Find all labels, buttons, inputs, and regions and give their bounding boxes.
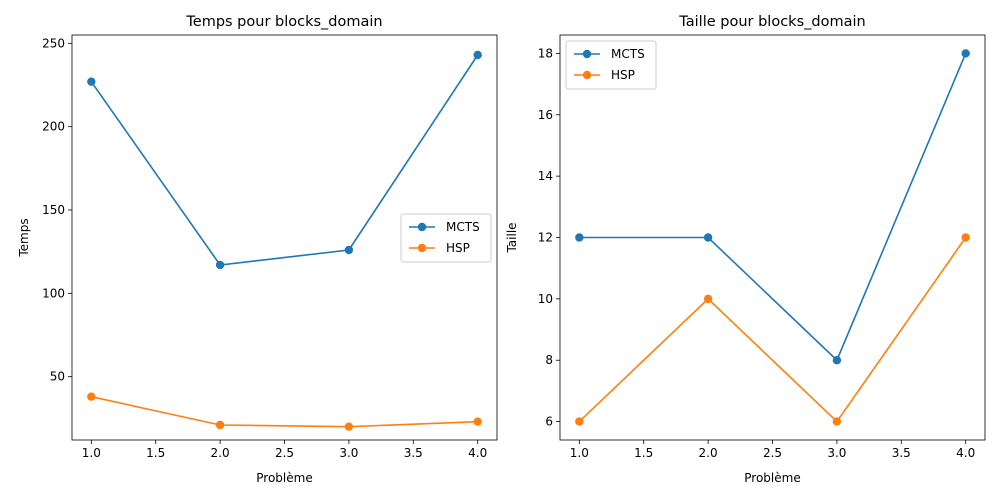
data-point xyxy=(473,417,482,426)
x-tick-label: 3.5 xyxy=(404,446,423,460)
x-tick-label: 3.0 xyxy=(827,446,846,460)
data-point xyxy=(87,392,96,401)
series-line xyxy=(579,53,967,362)
series-line xyxy=(578,237,967,423)
y-tick-label: 18 xyxy=(538,46,553,60)
legend-label: MCTS xyxy=(446,220,480,234)
data-point xyxy=(344,245,354,255)
y-tick-label: 50 xyxy=(50,370,65,384)
series-hsp xyxy=(87,392,482,431)
y-tick-label: 8 xyxy=(545,353,553,367)
legend-label: MCTS xyxy=(611,47,645,61)
series-mcts xyxy=(575,49,970,365)
x-tick-label: 1.5 xyxy=(146,446,165,460)
y-tick-label: 150 xyxy=(42,203,65,217)
y-tick-label: 100 xyxy=(42,286,65,300)
y-tick-label: 200 xyxy=(42,120,65,134)
x-tick-label: 2.5 xyxy=(763,446,782,460)
series-line xyxy=(90,54,479,266)
data-point xyxy=(344,422,354,431)
y-tick-label: 16 xyxy=(538,108,553,122)
chart-title: Taille pour blocks_domain xyxy=(678,14,865,30)
data-point xyxy=(961,49,970,58)
data-point xyxy=(87,77,96,86)
x-tick-label: 3.0 xyxy=(339,446,358,460)
chart-panel-1: Temps pour blocks_domain 1.0 1.5 2.0 2.5 3.0 3… xyxy=(17,14,498,485)
data-point xyxy=(703,294,713,304)
series-line xyxy=(91,395,478,428)
x-axis-label: Problème xyxy=(256,471,312,485)
x-tick-label: 2.5 xyxy=(275,446,294,460)
data-point xyxy=(473,50,482,60)
legend-marker xyxy=(417,222,427,232)
data-point xyxy=(575,233,584,242)
legend: MCTS HSP xyxy=(400,213,492,263)
x-tick-label: 2.0 xyxy=(211,446,230,460)
x-tick-label: 3.5 xyxy=(892,446,911,460)
data-point xyxy=(215,420,225,430)
x-tick-label: 4.0 xyxy=(468,446,487,460)
y-axis-label: Taille xyxy=(505,222,519,253)
series-hsp xyxy=(575,233,970,426)
legend-marker xyxy=(417,243,427,253)
y-tick-label: 12 xyxy=(538,231,553,245)
series-mcts xyxy=(87,50,482,270)
legend-marker xyxy=(582,70,592,80)
x-axis-label: Problème xyxy=(744,471,800,485)
y-tick-label: 6 xyxy=(545,415,553,429)
y-tick-label: 10 xyxy=(538,292,553,306)
data-point xyxy=(575,417,584,426)
data-point xyxy=(215,260,225,270)
legend-marker xyxy=(582,49,592,59)
data-point xyxy=(832,417,842,426)
x-tick-label: 4.0 xyxy=(956,446,975,460)
chart-panel-2: Taille pour blocks_domain 1.0 1.5 2.0 2.5 3.0… xyxy=(505,14,986,485)
y-tick-label: 250 xyxy=(42,36,65,50)
legend: MCTS HSP xyxy=(565,40,657,90)
chart-title: Temps pour blocks_domain xyxy=(185,14,382,30)
data-point xyxy=(832,356,842,365)
legend-label: HSP xyxy=(446,241,470,255)
y-axis-label: Temps xyxy=(17,218,31,257)
data-point xyxy=(703,233,713,242)
legend-label: HSP xyxy=(611,68,635,82)
x-tick-label: 1.0 xyxy=(570,446,589,460)
x-tick-label: 1.0 xyxy=(82,446,101,460)
x-tick-label: 2.0 xyxy=(699,446,718,460)
y-tick-label: 14 xyxy=(538,169,553,183)
x-tick-label: 1.5 xyxy=(634,446,653,460)
data-point xyxy=(961,233,970,242)
